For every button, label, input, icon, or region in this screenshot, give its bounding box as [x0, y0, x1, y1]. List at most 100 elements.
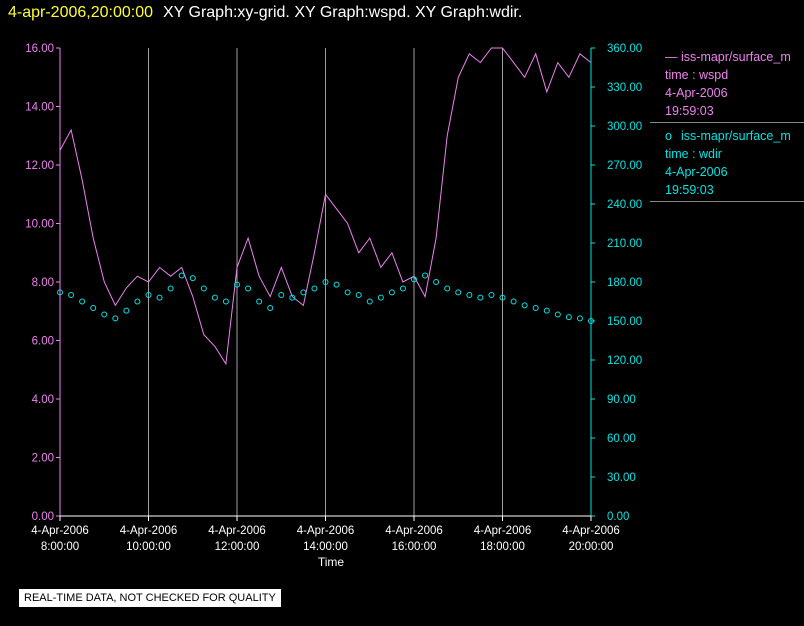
wdir-point — [145, 292, 152, 298]
wdir-point — [222, 298, 229, 305]
x-tick-label-date: 4-Apr-2006 — [31, 525, 89, 537]
wdir-point — [565, 314, 572, 321]
wdir-point — [466, 292, 473, 298]
wdir-point — [422, 272, 429, 279]
x-tick-label-time: 10:00:00 — [126, 541, 171, 553]
legend-source-wdir: o iss-mapr/surface_m — [665, 129, 791, 143]
wdir-point — [134, 298, 141, 305]
wdir-point — [79, 298, 86, 305]
x-tick-label-time: 8:00:00 — [41, 541, 79, 553]
wspd-series-line — [59, 47, 592, 366]
legend-var-wspd: time : wspd — [665, 68, 729, 82]
legend-date-wdir: 4-Apr-2006 — [665, 165, 728, 179]
wdir-point — [444, 285, 451, 292]
x-tick-label-date: 4-Apr-2006 — [120, 525, 178, 537]
wdir-point — [532, 305, 539, 311]
right-tick-label: 240.00 — [607, 199, 642, 211]
qc-disclaimer: REAL-TIME DATA, NOT CHECKED FOR QUALITY — [19, 589, 281, 607]
wdir-point — [433, 279, 440, 285]
grid-lines — [148, 48, 503, 516]
wdir-point — [167, 285, 174, 292]
right-tick-label: 180.00 — [607, 277, 642, 289]
wdir-point — [101, 311, 108, 318]
x-tick-label-date: 4-Apr-2006 — [562, 525, 620, 537]
wdir-point — [256, 298, 263, 305]
legend-var-wdir: time : wdir — [665, 147, 722, 161]
right-tick-label: 360.00 — [607, 43, 642, 55]
x-tick-label-date: 4-Apr-2006 — [208, 525, 266, 537]
right-tick-label: 270.00 — [607, 160, 642, 172]
legend-date-wspd: 4-Apr-2006 — [665, 86, 728, 100]
wdir-point — [411, 276, 417, 283]
wdir-point — [344, 289, 351, 296]
left-tick-label: 12.00 — [25, 160, 54, 172]
wdir-point — [355, 292, 362, 298]
wdir-point — [488, 292, 495, 298]
left-tick-label: 2.00 — [32, 453, 54, 465]
right-tick-label: 150.00 — [607, 316, 642, 328]
x-tick-label-date: 4-Apr-2006 — [385, 525, 443, 537]
wdir-point — [521, 302, 528, 309]
wdir-point — [366, 298, 373, 305]
wdir-point — [211, 294, 218, 301]
wdir-point — [112, 315, 119, 322]
right-tick-label: 330.00 — [607, 82, 642, 94]
legend: — iss-mapr/surface_m time : wspd 4-Apr-20… — [650, 44, 804, 202]
wdir-point — [499, 294, 506, 301]
graph-titles: XY Graph:xy-grid. XY Graph:wspd. XY Grap… — [163, 4, 523, 21]
wdir-point — [156, 294, 163, 301]
wdir-point — [554, 311, 561, 318]
wdir-point — [388, 289, 395, 296]
wdir-point — [178, 272, 185, 279]
x-tick-label-date: 4-Apr-2006 — [474, 525, 532, 537]
line-marker-icon: — — [665, 50, 678, 64]
legend-time-wdir: 19:59:03 — [665, 183, 714, 197]
wdir-point — [477, 294, 484, 301]
wdir-point — [510, 298, 517, 305]
x-tick-label-time: 18:00:00 — [480, 541, 525, 553]
wdir-point — [267, 305, 274, 311]
left-tick-label: 14.00 — [25, 102, 54, 114]
right-tick-label: 90.00 — [607, 394, 636, 406]
circle-marker-icon: o — [665, 129, 672, 143]
wdir-point — [576, 315, 583, 322]
left-tick-label: 10.00 — [25, 219, 54, 231]
legend-source-wspd: — iss-mapr/surface_m — [665, 50, 791, 64]
wdir-point — [311, 285, 318, 292]
wdir-point — [455, 289, 462, 296]
right-tick-label: 210.00 — [607, 238, 642, 250]
wdir-point — [300, 289, 307, 296]
wdir-point — [189, 275, 196, 282]
wdir-point — [278, 292, 285, 298]
legend-entry-wdir: o iss-mapr/surface_m time : wdir 4-Apr-20… — [650, 123, 804, 202]
axes: 0.00 2.00 4.00 6.00 8.00 10.00 12.00 14.00 16.00… — [25, 43, 642, 553]
wdir-point — [200, 285, 207, 292]
x-tick-label-time: 20:00:00 — [569, 541, 614, 553]
left-tick-label: 16.00 — [25, 43, 54, 55]
x-tick-label-date: 4-Apr-2006 — [297, 525, 355, 537]
wdir-point — [123, 307, 130, 314]
legend-time-wspd: 19:59:03 — [665, 104, 714, 118]
left-tick-label: 0.00 — [32, 511, 54, 523]
x-tick-label-time: 12:00:00 — [215, 541, 260, 553]
x-tick-label-time: 14:00:00 — [303, 541, 348, 553]
right-tick-label: 60.00 — [607, 433, 636, 445]
left-tick-label: 8.00 — [32, 277, 54, 289]
left-tick-label: 4.00 — [32, 394, 54, 406]
wdir-point — [289, 294, 296, 301]
wdir-point — [377, 294, 384, 301]
right-tick-label: 120.00 — [607, 355, 642, 367]
wdir-point — [245, 285, 252, 292]
x-axis-label: Time — [318, 555, 345, 569]
wdir-point — [399, 285, 406, 292]
legend-entry-wspd: — iss-mapr/surface_m time : wspd 4-Apr-20… — [650, 44, 804, 123]
header-bar: 4-apr-2006,20:00:00 XY Graph:xy-grid. XY … — [8, 4, 522, 22]
wdir-point — [333, 281, 340, 288]
wdir-point — [90, 305, 97, 311]
wdir-point — [543, 307, 550, 314]
left-tick-label: 6.00 — [32, 336, 54, 348]
right-tick-label: 0.00 — [607, 511, 629, 523]
wdir-point — [234, 281, 240, 288]
wdir-point — [322, 279, 329, 285]
